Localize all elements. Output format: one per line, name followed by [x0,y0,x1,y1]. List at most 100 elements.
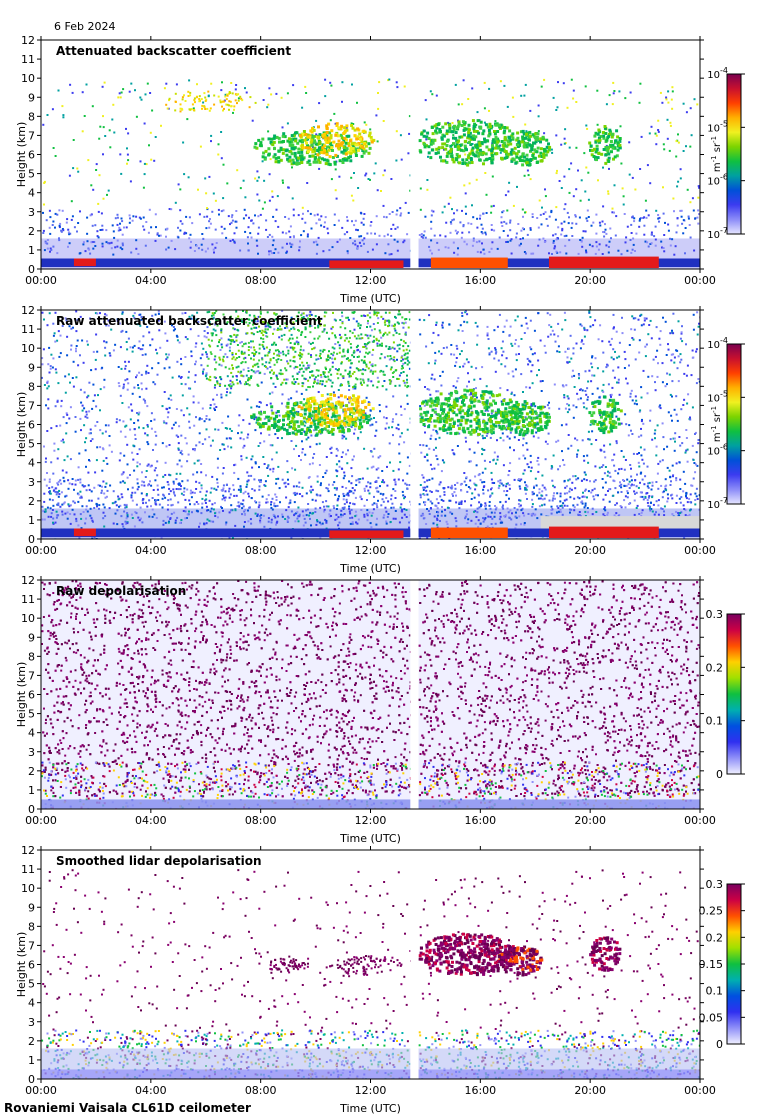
cloud-pixel [540,159,544,163]
texture-pixel [297,520,300,523]
cloud-pixel [451,158,455,162]
texture-pixel [608,94,611,97]
cloud-pixel [463,161,467,165]
texture-pixel [644,345,647,348]
texture-pixel [41,376,43,379]
cloud-pixel [422,129,426,133]
texture-pixel [657,462,660,465]
texture-pixel [447,246,450,249]
texture-pixel [286,360,289,363]
texture-pixel [114,217,117,220]
texture-pixel [666,445,669,448]
texture-pixel [279,501,281,504]
texture-pixel [277,327,279,330]
texture-pixel [245,214,248,217]
texture-pixel [88,499,91,502]
texture-pixel [570,226,573,229]
cloud-pixel [341,157,345,161]
texture-pixel [438,436,441,439]
texture-pixel [89,252,92,255]
cloud-pixel [248,106,251,109]
texture-pixel [590,491,593,494]
texture-pixel [365,396,368,399]
texture-pixel [195,318,198,321]
cloud-pixel [308,135,312,139]
texture-pixel [176,516,179,519]
texture-pixel [68,242,71,245]
texture-pixel [503,220,506,223]
texture-pixel [566,106,569,109]
texture-pixel [265,228,268,231]
texture-pixel [237,488,240,491]
texture-pixel [84,441,86,444]
texture-pixel [343,506,346,509]
texture-pixel [220,364,223,367]
texture-pixel [229,240,232,242]
cloud-pixel [336,134,340,138]
cloud-pixel [592,155,596,158]
texture-pixel [274,248,277,251]
texture-pixel [294,520,297,523]
texture-pixel [641,478,644,481]
texture-pixel [441,324,444,327]
texture-pixel [345,126,348,129]
texture-pixel [293,367,296,370]
texture-pixel [178,375,181,378]
texture-pixel [540,513,543,516]
texture-pixel [632,243,635,246]
texture-pixel [475,178,478,181]
texture-pixel [614,487,617,490]
texture-pixel [397,468,400,471]
texture-pixel [663,234,666,236]
cloud-pixel [274,156,278,160]
texture-pixel [646,241,649,244]
texture-pixel [573,506,576,509]
texture-pixel [446,432,449,435]
texture-pixel [613,376,616,379]
cloud-pixel [487,128,491,132]
texture-pixel [189,328,192,331]
texture-pixel [674,245,677,248]
texture-pixel [233,232,236,235]
texture-pixel [64,391,67,394]
cloud-pixel [305,141,308,145]
texture-pixel [390,494,393,497]
texture-pixel [346,250,349,253]
texture-pixel [577,477,580,480]
texture-pixel [117,495,120,498]
texture-pixel [137,387,140,390]
texture-pixel [97,484,100,487]
texture-pixel [145,163,148,166]
texture-pixel [666,118,669,121]
cloud-pixel [324,137,328,141]
texture-pixel [630,328,633,331]
cloud-pixel [500,157,504,161]
texture-pixel [460,501,463,504]
cloud-pixel [314,155,317,159]
cloud-pixel [223,100,225,103]
texture-pixel [500,347,503,350]
texture-pixel [570,444,573,447]
cloud-pixel [498,125,502,129]
texture-pixel [143,228,146,231]
texture-pixel [651,510,654,513]
texture-pixel [286,122,289,125]
texture-pixel [584,190,587,193]
texture-pixel [503,84,506,87]
cloud-pixel [261,155,265,159]
cloud-pixel [295,161,299,165]
texture-pixel [441,211,444,214]
texture-pixel [656,472,659,475]
texture-pixel [613,453,616,456]
texture-pixel [157,319,160,322]
texture-pixel [396,226,399,229]
cloud-pixel [174,92,177,95]
texture-pixel [433,515,436,518]
texture-pixel [445,520,448,523]
texture-pixel [506,490,509,492]
texture-pixel [316,480,319,483]
cloud-pixel [166,107,169,110]
texture-pixel [560,187,563,189]
texture-pixel [184,506,187,509]
texture-pixel [671,238,674,241]
